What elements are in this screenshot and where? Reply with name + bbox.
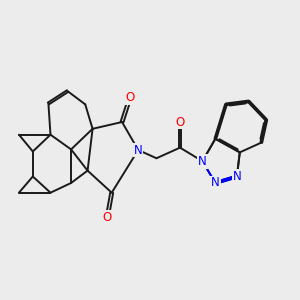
Text: O: O bbox=[103, 211, 112, 224]
Text: N: N bbox=[198, 155, 207, 168]
Text: N: N bbox=[211, 176, 220, 190]
Text: O: O bbox=[103, 211, 112, 224]
Text: N: N bbox=[232, 170, 241, 183]
Text: O: O bbox=[125, 91, 135, 104]
Text: O: O bbox=[176, 116, 185, 128]
Text: N: N bbox=[134, 143, 142, 157]
Text: N: N bbox=[134, 143, 142, 157]
Text: N: N bbox=[198, 155, 207, 168]
Text: N: N bbox=[211, 176, 220, 190]
Text: O: O bbox=[125, 91, 135, 104]
Text: O: O bbox=[176, 116, 185, 128]
Text: N: N bbox=[232, 170, 241, 183]
